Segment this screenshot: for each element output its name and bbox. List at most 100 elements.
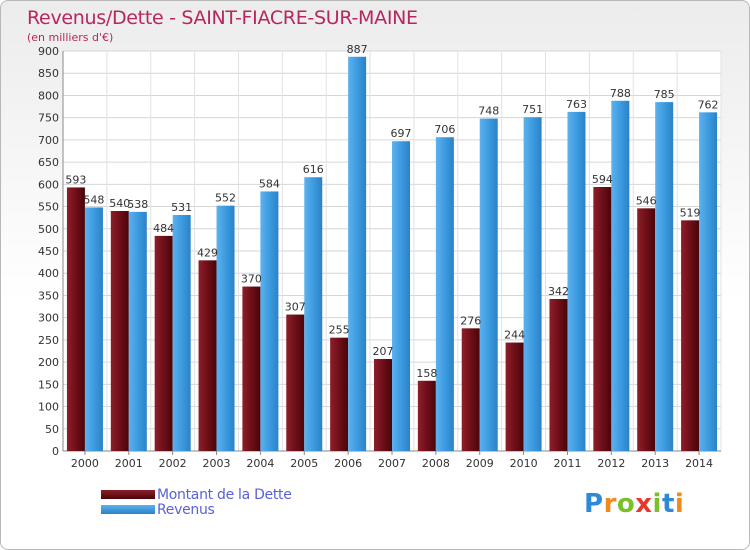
bar-dette [154,235,173,451]
data-label-revenus: 785 [654,88,675,101]
data-label-revenus: 552 [215,192,236,205]
logo-letter: t [661,489,675,519]
chart-subtitle: (en milliers d'€) [27,31,114,44]
y-tick-label: 900 [38,45,59,58]
bar-revenus [348,56,367,452]
data-label-revenus: 706 [434,123,455,136]
logo-letter: i [652,489,662,519]
legend: Montant de la Dette Revenus [101,486,292,518]
x-tick-label: 2011 [553,457,581,470]
x-tick-label: 2009 [466,457,494,470]
bar-dette [66,187,85,451]
bar-revenus [84,207,103,451]
y-tick-label: 50 [45,423,59,436]
bar-revenus [172,215,191,451]
y-tick-label: 300 [38,312,59,325]
data-label-revenus: 887 [347,43,368,56]
legend-item-revenus: Revenus [101,501,292,518]
bar-revenus [128,211,147,451]
y-tick-label: 500 [38,223,59,236]
logo-letter: r [603,489,617,519]
axis-layer: 0 50 100 150 200 250 300 350 400 450 500 550 600 650 7… [38,45,721,470]
x-tick-label: 2000 [71,457,99,470]
x-tick-label: 2003 [203,457,231,470]
bar-layer [66,56,718,452]
data-label-revenus: 538 [127,198,148,211]
legend-swatch-revenus [101,505,155,514]
data-label-revenus: 548 [83,193,104,206]
chart-title: Revenus/Dette - SAINT-FIACRE-SUR-MAINE [27,7,418,29]
y-tick-label: 550 [38,201,59,214]
data-label-dette: 307 [285,301,306,314]
data-label-dette: 276 [460,314,481,327]
bar-dette [330,337,349,451]
bar-dette [242,286,261,451]
data-label-dette: 484 [153,222,174,235]
x-tick-label: 2007 [378,457,406,470]
data-label-revenus: 788 [610,87,631,100]
x-tick-label: 2014 [685,457,713,470]
y-tick-label: 400 [38,267,59,280]
y-tick-label: 350 [38,289,59,302]
bar-revenus [479,118,498,452]
data-label-dette: 593 [65,173,86,186]
bar-dette [549,299,568,451]
y-tick-label: 850 [38,67,59,80]
data-label-dette: 594 [592,173,613,186]
legend-label-revenus: Revenus [157,501,215,518]
bar-dette [681,220,700,451]
data-label-dette: 207 [373,345,394,358]
y-tick-label: 200 [38,356,59,369]
bar-dette [286,314,305,451]
y-tick-label: 100 [38,401,59,414]
legend-label-dette: Montant de la Dette [157,486,292,503]
bar-revenus [611,100,630,452]
x-tick-label: 2004 [246,457,274,470]
y-tick-label: 150 [38,378,59,391]
bar-revenus [699,112,718,451]
data-label-dette: 244 [504,329,525,342]
logo-letter: i [674,489,685,519]
y-tick-label: 600 [38,178,59,191]
bar-revenus [655,102,674,451]
bar-dette [505,342,524,451]
bar-revenus [304,177,323,451]
x-tick-label: 2006 [334,457,362,470]
x-tick-label: 2002 [159,457,187,470]
data-label-dette: 158 [416,367,437,380]
y-tick-label: 750 [38,112,59,125]
logo-letter: P [584,489,604,519]
x-tick-label: 2010 [510,457,538,470]
data-label-revenus: 616 [303,163,324,176]
x-tick-label: 2005 [290,457,318,470]
y-tick-label: 450 [38,245,59,258]
bar-revenus [392,141,410,451]
bar-revenus [435,137,454,451]
data-label-revenus: 762 [698,98,719,111]
y-tick-label: 250 [38,334,59,347]
x-tick-label: 2001 [115,457,143,470]
data-label-revenus: 751 [522,103,543,116]
data-label-dette: 540 [109,197,130,210]
data-label-revenus: 763 [566,98,587,111]
logo-letter: x [635,489,653,519]
bar-dette [417,380,436,451]
y-tick-label: 650 [38,156,59,169]
data-label-dette: 370 [241,273,262,286]
legend-item-dette: Montant de la Dette [101,486,292,503]
bar-revenus [260,191,279,451]
bar-dette [593,187,612,451]
bar-dette [198,260,217,451]
x-tick-label: 2013 [641,457,669,470]
x-tick-label: 2008 [422,457,450,470]
bar-revenus [523,117,542,451]
data-label-revenus: 531 [171,201,192,214]
data-label-revenus: 697 [391,127,412,140]
data-label-dette: 546 [636,194,657,207]
data-label-revenus: 748 [478,105,499,118]
y-tick-label: 700 [38,134,59,147]
proxiti-logo: Proxiti [584,489,684,519]
